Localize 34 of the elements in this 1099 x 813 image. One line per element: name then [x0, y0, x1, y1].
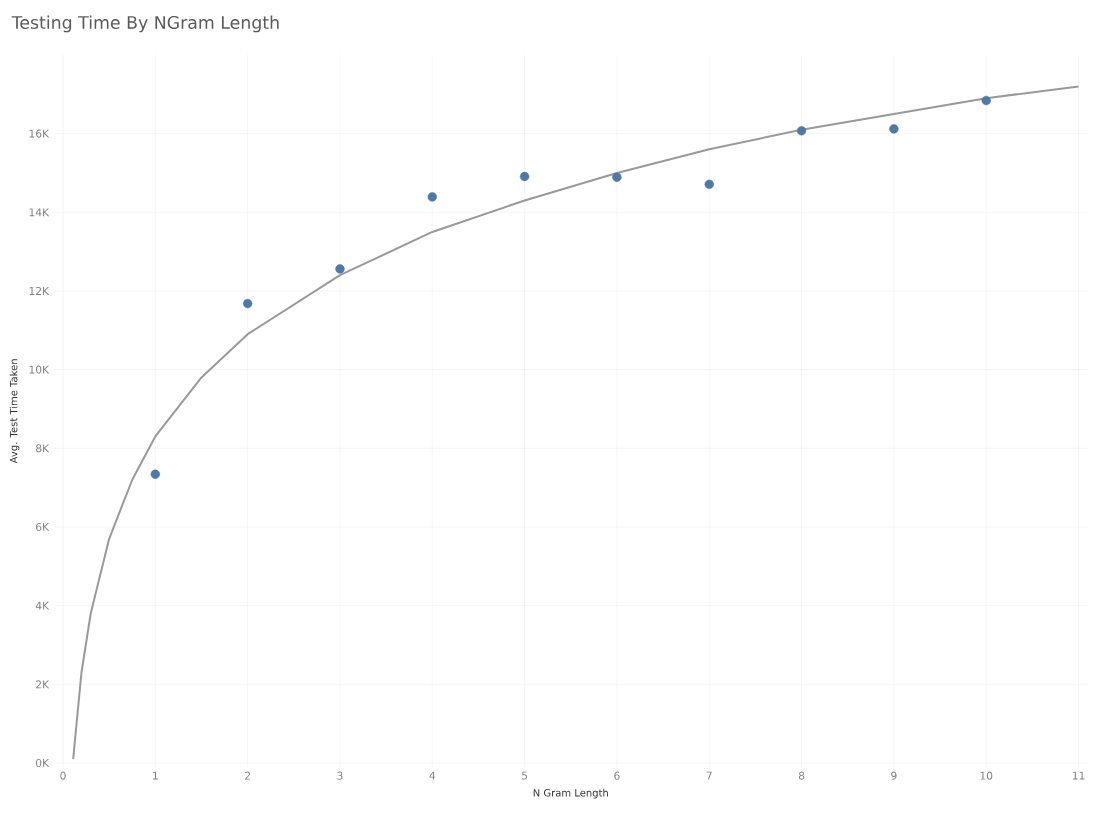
x-tick-label: 0 [60, 771, 66, 780]
point [704, 179, 714, 190]
x-tick-label: 1 [153, 771, 158, 780]
y-axis-title: Avg. Test Time Taken [9, 359, 20, 464]
x-tick-label: 4 [429, 771, 436, 780]
y-tick-label: 12K [29, 286, 50, 295]
x-tick-label: 11 [1072, 771, 1085, 780]
point [519, 171, 530, 182]
y-tick-label: 8K [36, 444, 50, 453]
point [981, 95, 991, 106]
point [796, 126, 807, 136]
x-tick-label: 5 [522, 771, 528, 780]
y-tick-label: 0K [35, 758, 50, 768]
y-tick-label: 4K [35, 601, 50, 610]
point [427, 192, 437, 202]
x-tick-label: 8 [798, 771, 805, 780]
point [242, 298, 253, 309]
y-tick-label: 14K [29, 208, 50, 217]
x-tick-label: 3 [337, 771, 343, 780]
x-tick-label: 10 [980, 771, 993, 780]
x-tick-label: 9 [891, 771, 897, 780]
x-tick-label: 2 [245, 771, 250, 780]
point [335, 264, 345, 274]
y-tick-label: 10K [29, 365, 50, 374]
y-tick-label: 6K [36, 522, 50, 531]
y-tick-label: 2K [36, 680, 50, 689]
chart-title: Testing Time By NGram Length [11, 15, 279, 33]
x-axis-title: N Gram Length [533, 788, 608, 799]
x-tick-label: 6 [614, 771, 620, 780]
point [889, 124, 899, 134]
x-tick-label: 7 [706, 771, 712, 780]
point [150, 469, 160, 479]
y-tick-label: 16K [29, 129, 50, 138]
point [612, 172, 622, 182]
